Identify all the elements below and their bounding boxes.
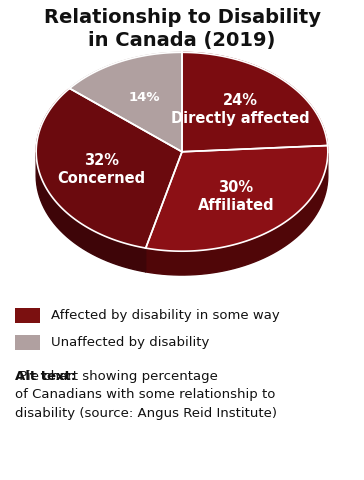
- Polygon shape: [36, 88, 182, 248]
- Text: 30%
Affiliated: 30% Affiliated: [198, 180, 274, 213]
- Text: Affected by disability in some way: Affected by disability in some way: [51, 309, 280, 322]
- Polygon shape: [146, 145, 328, 251]
- Text: Pie chart showing percentage
of Canadians with some relationship to
disability (: Pie chart showing percentage of Canadian…: [15, 370, 277, 420]
- Polygon shape: [182, 52, 328, 152]
- Text: Unaffected by disability: Unaffected by disability: [51, 336, 209, 349]
- Text: 14%: 14%: [129, 91, 161, 104]
- FancyBboxPatch shape: [15, 308, 40, 323]
- Text: Alt text:: Alt text:: [15, 370, 76, 383]
- Text: 32%
Concerned: 32% Concerned: [58, 153, 146, 186]
- Polygon shape: [36, 153, 146, 272]
- Polygon shape: [146, 153, 328, 275]
- FancyBboxPatch shape: [15, 335, 40, 350]
- Polygon shape: [70, 52, 182, 152]
- Text: Relationship to Disability
in Canada (2019): Relationship to Disability in Canada (20…: [44, 8, 320, 49]
- Text: 24%
Directly affected: 24% Directly affected: [171, 93, 309, 126]
